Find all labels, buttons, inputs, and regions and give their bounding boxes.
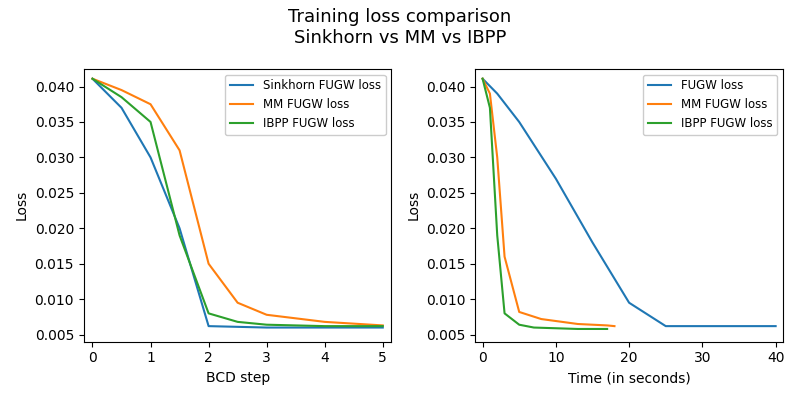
Legend: Sinkhorn FUGW loss, MM FUGW loss, IBPP FUGW loss: Sinkhorn FUGW loss, MM FUGW loss, IBPP F…: [225, 75, 386, 135]
FUGW loss: [551, 176, 561, 181]
MM FUGW loss: [320, 320, 330, 324]
IBPP FUGW loss: [529, 325, 538, 330]
MM FUGW loss: [485, 91, 494, 96]
MM FUGW loss: [262, 312, 271, 317]
Legend: FUGW loss, MM FUGW loss, IBPP FUGW loss: FUGW loss, MM FUGW loss, IBPP FUGW loss: [643, 75, 777, 135]
FUGW loss: [514, 120, 524, 124]
Line: IBPP FUGW loss: IBPP FUGW loss: [93, 79, 382, 326]
IBPP FUGW loss: [88, 76, 98, 81]
IBPP FUGW loss: [320, 324, 330, 328]
FUGW loss: [493, 91, 502, 96]
MM FUGW loss: [378, 323, 387, 328]
Sinkhorn FUGW loss: [117, 105, 126, 110]
Line: MM FUGW loss: MM FUGW loss: [482, 79, 614, 326]
FUGW loss: [478, 76, 487, 81]
FUGW loss: [661, 324, 670, 328]
MM FUGW loss: [146, 102, 155, 107]
Line: IBPP FUGW loss: IBPP FUGW loss: [482, 79, 607, 329]
MM FUGW loss: [88, 76, 98, 81]
Sinkhorn FUGW loss: [174, 226, 184, 231]
IBPP FUGW loss: [485, 105, 494, 110]
Sinkhorn FUGW loss: [262, 325, 271, 330]
MM FUGW loss: [573, 322, 582, 326]
IBPP FUGW loss: [514, 322, 524, 327]
Sinkhorn FUGW loss: [146, 155, 155, 160]
IBPP FUGW loss: [204, 311, 214, 316]
MM FUGW loss: [610, 324, 619, 328]
MM FUGW loss: [117, 88, 126, 92]
IBPP FUGW loss: [573, 326, 582, 331]
Sinkhorn FUGW loss: [320, 325, 330, 330]
Line: MM FUGW loss: MM FUGW loss: [93, 79, 382, 326]
X-axis label: BCD step: BCD step: [206, 371, 270, 385]
X-axis label: Time (in seconds): Time (in seconds): [568, 371, 690, 385]
MM FUGW loss: [233, 300, 242, 305]
Line: FUGW loss: FUGW loss: [482, 79, 776, 326]
MM FUGW loss: [536, 317, 546, 322]
MM FUGW loss: [500, 254, 510, 259]
IBPP FUGW loss: [378, 324, 387, 328]
MM FUGW loss: [204, 261, 214, 266]
IBPP FUGW loss: [602, 326, 612, 331]
Sinkhorn FUGW loss: [88, 76, 98, 81]
Y-axis label: Loss: Loss: [406, 190, 421, 220]
IBPP FUGW loss: [117, 95, 126, 100]
MM FUGW loss: [602, 323, 612, 328]
IBPP FUGW loss: [174, 233, 184, 238]
MM FUGW loss: [174, 148, 184, 153]
MM FUGW loss: [514, 310, 524, 314]
IBPP FUGW loss: [146, 120, 155, 124]
FUGW loss: [771, 324, 781, 328]
Sinkhorn FUGW loss: [378, 325, 387, 330]
Line: Sinkhorn FUGW loss: Sinkhorn FUGW loss: [93, 79, 382, 328]
IBPP FUGW loss: [493, 233, 502, 238]
IBPP FUGW loss: [478, 76, 487, 81]
MM FUGW loss: [493, 155, 502, 160]
IBPP FUGW loss: [500, 311, 510, 316]
Text: Training loss comparison
Sinkhorn vs MM vs IBPP: Training loss comparison Sinkhorn vs MM …: [288, 8, 512, 47]
IBPP FUGW loss: [233, 320, 242, 324]
MM FUGW loss: [478, 76, 487, 81]
FUGW loss: [624, 300, 634, 305]
Y-axis label: Loss: Loss: [15, 190, 29, 220]
FUGW loss: [588, 240, 598, 245]
IBPP FUGW loss: [262, 322, 271, 327]
Sinkhorn FUGW loss: [204, 324, 214, 328]
